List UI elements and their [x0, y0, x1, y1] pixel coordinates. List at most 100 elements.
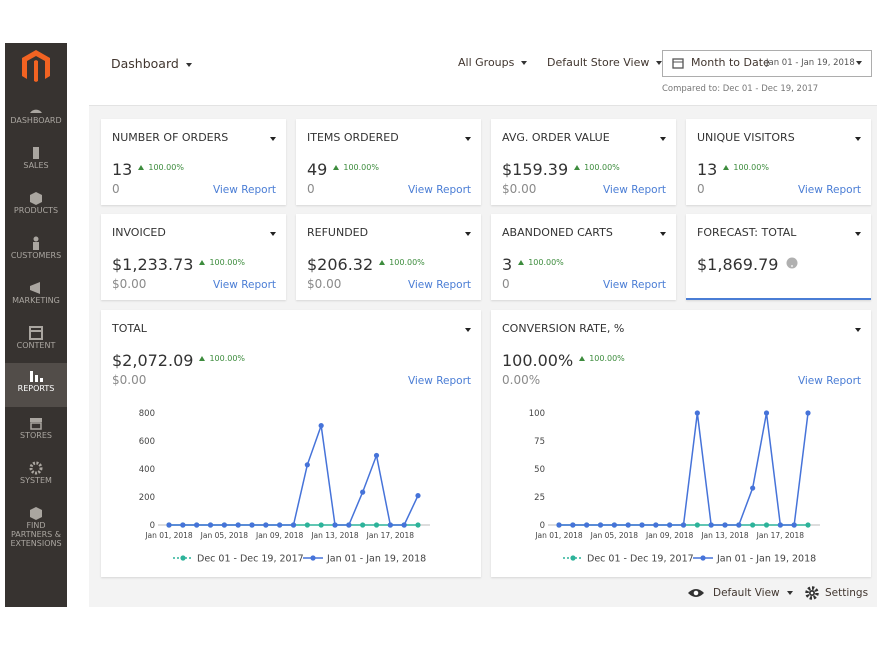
data-point — [346, 522, 352, 528]
menu-label: MARKETING — [12, 296, 60, 305]
data-point — [791, 522, 797, 528]
card-menu[interactable] — [465, 137, 471, 141]
up-arrow — [199, 356, 206, 361]
card-menu[interactable] — [270, 137, 276, 141]
data-point — [360, 522, 366, 528]
card-menu[interactable] — [855, 137, 861, 141]
view-report-link[interactable]: View Report — [212, 279, 276, 291]
legend-marker — [310, 555, 316, 561]
data-point — [373, 452, 380, 459]
card-label: FORECAST: TOTAL — [697, 226, 797, 239]
menu-label: SALES — [23, 161, 49, 170]
y-tick-label: 400 — [139, 465, 155, 475]
x-tick-label: Jan 17, 2018 — [756, 531, 805, 540]
gear-icon — [805, 586, 819, 600]
page-title[interactable]: Dashboard — [111, 56, 192, 71]
compared-text: Compared to: Dec 01 - Dec 19, 2017 — [662, 84, 819, 94]
data-point — [556, 522, 562, 528]
change: 100.00% — [723, 163, 769, 172]
y-tick-label: 25 — [534, 493, 545, 503]
sidebar: DASHBOARD SALES PRODUCTS CUSTOMERS MARKE… — [5, 43, 67, 607]
up-arrow — [333, 165, 340, 170]
header: Dashboard All Groups Default Store View … — [89, 43, 877, 106]
logo[interactable] — [5, 46, 67, 86]
card-menu[interactable] — [855, 232, 861, 236]
view-report-link[interactable]: View Report — [797, 375, 861, 387]
data-point — [750, 522, 756, 528]
value-text: 3 — [502, 255, 513, 274]
x-tick-label: Jan 17, 2018 — [366, 531, 415, 540]
kpi-card: FORECAST: TOTAL $1,869.79 — [686, 214, 871, 300]
view-report-link[interactable]: View Report — [407, 375, 471, 387]
card-label: ABANDONED CARTS — [502, 226, 613, 239]
groups-dropdown[interactable]: All Groups — [458, 56, 528, 69]
card-value: $206.32 100.00% — [307, 255, 425, 274]
date-range-picker[interactable]: Month to Date Jan 01 - Jan 19, 2018 — [662, 50, 872, 77]
menu-item[interactable]: CONTENT — [5, 320, 67, 364]
view-report-link[interactable]: View Report — [212, 184, 276, 196]
data-point — [611, 522, 617, 528]
menu-label: FIND PARTNERS & EXTENSIONS — [10, 521, 62, 548]
chart: 0 25 50 75 100 Jan 01, 2018 Jan 05, 2018 Jan 09… — [529, 409, 820, 565]
series-line — [169, 425, 419, 526]
change: 100.00% — [379, 258, 425, 267]
change: 100.00% — [518, 258, 564, 267]
card-label: NUMBER OF ORDERS — [112, 131, 229, 144]
data-point — [360, 489, 366, 495]
card-menu[interactable] — [855, 328, 861, 332]
menu-item[interactable]: STORES — [5, 410, 67, 454]
card-menu[interactable] — [270, 232, 276, 236]
data-point — [680, 522, 687, 528]
change: 100.00% — [199, 258, 245, 267]
data-point — [694, 522, 700, 528]
data-point — [373, 522, 380, 528]
view-report-link[interactable]: View Report — [407, 279, 471, 291]
data-point — [332, 522, 338, 528]
value-text: $159.39 — [502, 160, 569, 179]
store-view-dropdown[interactable]: Default Store View — [547, 56, 663, 69]
menu-item[interactable]: CUSTOMERS — [5, 230, 67, 274]
series-line — [559, 412, 809, 526]
view-report-link[interactable]: View Report — [602, 184, 666, 196]
up-arrow — [138, 165, 145, 170]
card-value: $1,233.73 100.00% — [112, 255, 245, 274]
menu-item[interactable]: SYSTEM — [5, 455, 67, 499]
value-text: 13 — [112, 160, 133, 179]
menu-item[interactable]: REPORTS — [5, 363, 67, 407]
previous-value: 0 — [112, 182, 120, 196]
menu-item[interactable]: FIND PARTNERS & EXTENSIONS — [5, 500, 67, 560]
view-dropdown[interactable]: Default View — [713, 587, 793, 599]
kpi-card: ITEMS ORDERED 49 100.00% 0 View Report — [296, 119, 481, 205]
data-point — [805, 522, 811, 528]
card-menu[interactable] — [465, 328, 471, 332]
settings-button[interactable]: Settings — [825, 587, 869, 599]
data-point — [708, 522, 714, 528]
legend-label: Jan 01 - Jan 19, 2018 — [326, 554, 426, 565]
data-point — [318, 522, 324, 528]
y-tick-label: 0 — [540, 521, 545, 531]
eye-icon — [688, 589, 704, 597]
menu-item[interactable]: SALES — [5, 140, 67, 184]
chart: 0 200 400 600 800 Jan 01, 2018 Jan 05, 2018 Jan… — [139, 409, 430, 565]
legend-label: Dec 01 - Dec 19, 2017 — [197, 554, 304, 565]
x-tick-label: Jan 01, 2018 — [144, 531, 193, 540]
change: 100.00% — [574, 163, 620, 172]
previous-value: $0.00 — [112, 373, 147, 387]
card-menu[interactable] — [465, 232, 471, 236]
view-report-link[interactable]: View Report — [407, 184, 471, 196]
y-tick-label: 75 — [534, 437, 545, 447]
view-report-link[interactable]: View Report — [797, 184, 861, 196]
card-label: ITEMS ORDERED — [307, 131, 399, 144]
menu-item[interactable]: MARKETING — [5, 275, 67, 319]
card-menu[interactable] — [660, 232, 666, 236]
data-point — [667, 522, 673, 528]
menu-item[interactable]: DASHBOARD — [5, 95, 67, 139]
card-label: AVG. ORDER VALUE — [502, 131, 610, 144]
menu-item[interactable]: PRODUCTS — [5, 185, 67, 229]
view-report-link[interactable]: View Report — [602, 279, 666, 291]
card-menu[interactable] — [660, 137, 666, 141]
view-text: Default View — [713, 587, 780, 599]
change-text: 100.00% — [343, 163, 379, 172]
card-label: TOTAL — [112, 322, 147, 335]
